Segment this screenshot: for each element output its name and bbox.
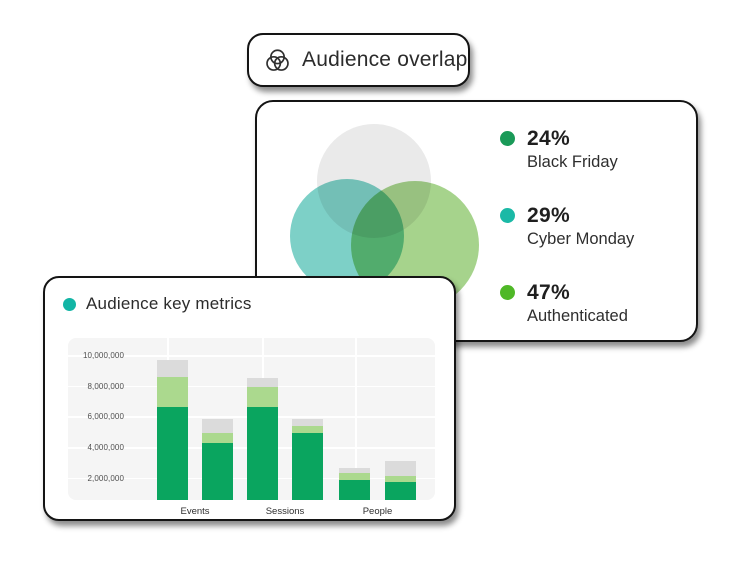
y-axis-tick-label: 6,000,000 [87, 412, 124, 422]
venn-diagram-icon [266, 48, 289, 71]
legend-value: 47% [527, 281, 570, 304]
legend-dot [500, 131, 515, 146]
bar-segment-light-green [202, 432, 233, 444]
badge-label: Audience overlap [302, 48, 468, 71]
audience-overlap-badge: Audience overlap [247, 33, 470, 87]
bar-segment-light-green [339, 473, 370, 481]
overlap-legend: 24% Black Friday 29% Cyber Monday 47% Au… [500, 127, 634, 358]
horizontal-gridline [68, 355, 435, 357]
legend-value: 24% [527, 127, 570, 150]
venn-diagram [257, 102, 497, 344]
stacked-bar [292, 418, 323, 500]
bar-segment-gray [339, 467, 370, 474]
bar-segment-gray [385, 460, 416, 477]
audience-overlap-card: 24% Black Friday 29% Cyber Monday 47% Au… [255, 100, 698, 342]
bar-segment-light-green [292, 425, 323, 434]
y-axis-tick-label: 4,000,000 [87, 443, 124, 453]
bar-segment-dark-green [339, 480, 370, 500]
stacked-bar [385, 460, 416, 500]
legend-dot [500, 208, 515, 223]
bar-segment-dark-green [157, 407, 188, 500]
legend-dot [500, 285, 515, 300]
chart-title: Audience key metrics [86, 294, 252, 313]
metric-dot [63, 297, 76, 311]
bar-segment-gray [247, 378, 278, 388]
bar-segment-gray [202, 418, 233, 433]
stacked-bar [247, 378, 278, 500]
chart-title-row: Audience key metrics [63, 294, 252, 314]
stacked-bar [157, 360, 188, 500]
legend-item-authenticated: 47% Authenticated [500, 281, 634, 327]
audience-key-metrics-card: Audience key metrics 2,000,000 4,000,000 6… [43, 276, 456, 521]
vertical-gridline [355, 338, 357, 500]
y-axis-tick-label: 8,000,000 [87, 381, 124, 391]
bar-segment-dark-green [247, 407, 278, 500]
legend-label: Authenticated [527, 307, 628, 325]
bar-segment-dark-green [202, 443, 233, 500]
x-axis-label: Events [180, 506, 210, 517]
bar-segment-gray [157, 360, 188, 378]
legend-value: 29% [527, 204, 570, 227]
chart-plot-area: 2,000,000 4,000,000 6,000,000 8,000,000 10,0… [68, 338, 435, 500]
bar-segment-light-green [385, 476, 416, 483]
bar-segment-gray [292, 418, 323, 426]
x-axis-label: Sessions [265, 506, 305, 517]
legend-label: Black Friday [527, 153, 618, 171]
x-axis-labels: Events Sessions People [68, 506, 435, 520]
bar-segment-light-green [157, 377, 188, 408]
x-axis-label: People [362, 506, 393, 517]
bar-segment-dark-green [292, 433, 323, 500]
legend-label: Cyber Monday [527, 230, 635, 248]
bar-segment-dark-green [385, 482, 416, 500]
y-axis-tick-label: 2,000,000 [87, 473, 124, 483]
legend-item-black-friday: 24% Black Friday [500, 127, 634, 173]
stacked-bar [202, 418, 233, 500]
bar-segment-light-green [247, 387, 278, 408]
y-axis-tick-label: 10,000,000 [82, 351, 124, 360]
stacked-bar [339, 467, 370, 500]
legend-item-cyber-monday: 29% Cyber Monday [500, 204, 634, 250]
